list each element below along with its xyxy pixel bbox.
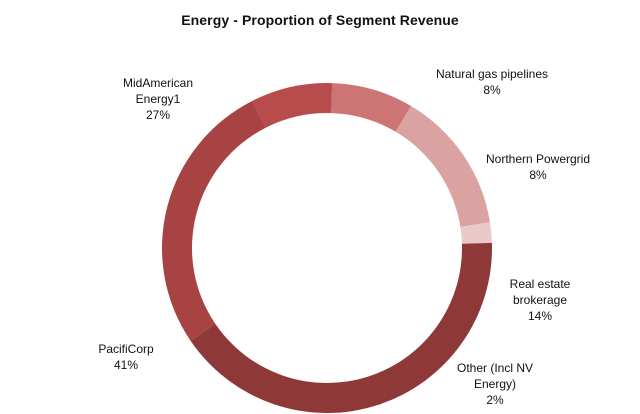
- slice-name: Natural gas pipelines: [435, 67, 549, 81]
- donut-slice: [162, 100, 266, 341]
- slice-percent: 8%: [483, 83, 501, 97]
- donut-slice: [460, 222, 492, 244]
- donut-slice: [252, 83, 333, 128]
- slice-name: MidAmerican: [122, 76, 194, 90]
- slice-name: Other (Incl NV: [456, 361, 534, 375]
- slice-percent: 2%: [486, 393, 504, 407]
- slice-name: Energy): [473, 377, 517, 391]
- donut-slice: [331, 83, 411, 132]
- slice-name: brokerage: [512, 293, 568, 307]
- donut-slice: [190, 242, 492, 413]
- slice-label: PacifiCorp 41%: [98, 341, 153, 373]
- slice-name: Northern Powergrid: [485, 152, 591, 166]
- slice-percent: 14%: [527, 309, 553, 323]
- slice-percent: 8%: [529, 168, 547, 182]
- slice-label: Real estate brokerage 14%: [510, 276, 571, 324]
- slice-label: MidAmerican Energy1 27%: [123, 75, 193, 123]
- chart-title: Energy - Proportion of Segment Revenue: [181, 12, 459, 28]
- slice-name: PacifiCorp: [98, 342, 154, 356]
- donut-slice: [395, 105, 490, 227]
- slice-name: Energy1: [135, 92, 181, 106]
- slice-label: Northern Powergrid 8%: [486, 151, 590, 183]
- slice-label: Natural gas pipelines 8%: [436, 66, 548, 98]
- slice-label: Other (Incl NV Energy) 2%: [457, 360, 533, 408]
- slice-name: Real estate: [509, 277, 571, 291]
- slice-percent: 27%: [145, 108, 171, 122]
- slice-percent: 41%: [113, 358, 139, 372]
